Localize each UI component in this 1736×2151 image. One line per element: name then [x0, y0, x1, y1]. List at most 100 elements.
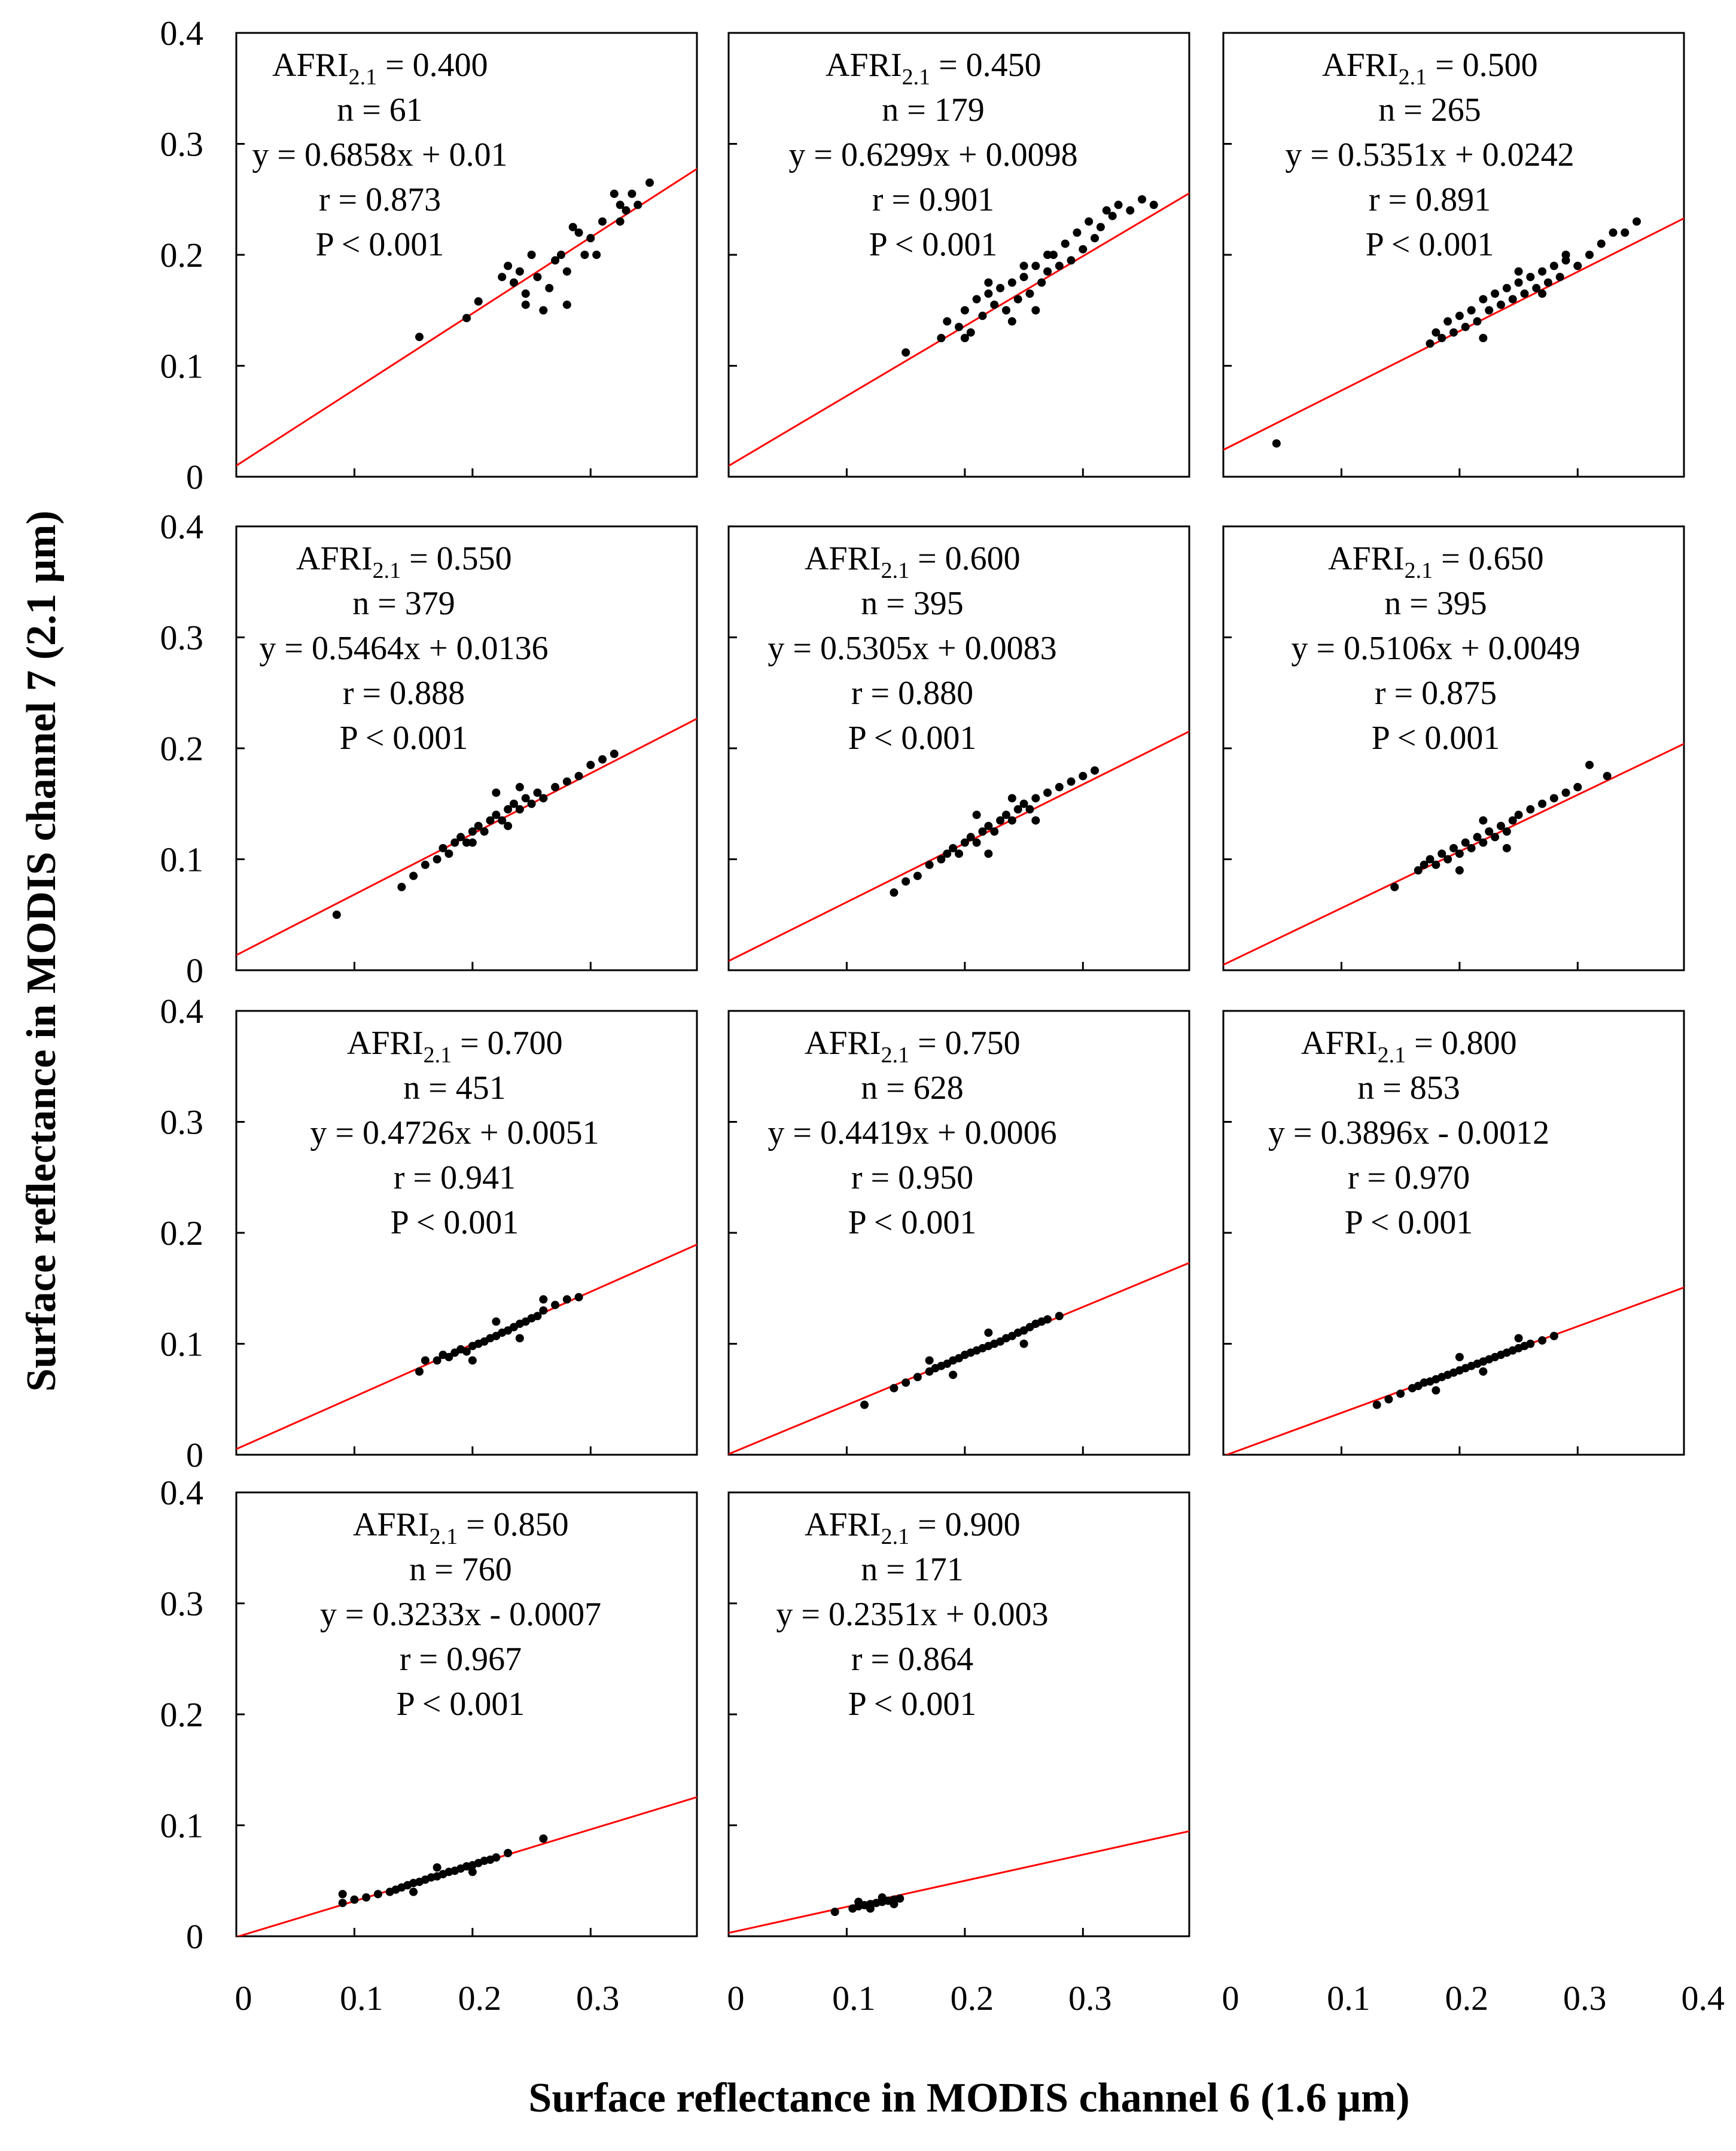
y-tick-label: 0.1: [160, 347, 204, 386]
regression-line: [236, 167, 697, 467]
data-point: [539, 306, 548, 315]
data-point: [480, 827, 489, 836]
data-point: [1079, 245, 1088, 254]
afri-label: AFRI2.1 = 0.600: [805, 540, 1021, 583]
p-value: P < 0.001: [316, 226, 444, 263]
x-tick-label: 0: [727, 1979, 745, 2018]
y-tick-label: 0.4: [160, 992, 204, 1031]
data-point: [984, 278, 993, 287]
data-point: [515, 805, 524, 814]
y-tick-label: 0: [186, 458, 203, 496]
data-point: [890, 1384, 899, 1393]
p-value: P < 0.001: [848, 720, 977, 757]
data-point: [1573, 261, 1582, 270]
data-point: [509, 799, 518, 808]
data-point: [574, 772, 583, 781]
data-point: [949, 1370, 958, 1379]
correlation-r: r = 0.901: [872, 181, 994, 218]
data-point: [901, 877, 910, 886]
data-point: [1007, 317, 1016, 326]
data-point: [562, 777, 571, 786]
p-value: P < 0.001: [848, 1204, 977, 1241]
data-point: [984, 849, 993, 858]
data-point: [598, 755, 607, 764]
data-point: [1549, 261, 1558, 270]
data-point: [504, 1848, 513, 1857]
y-tick-label: 0.1: [160, 1325, 204, 1364]
data-point: [1479, 1367, 1488, 1376]
data-point: [901, 1378, 910, 1387]
data-point: [1526, 273, 1535, 282]
correlation-r: r = 0.888: [343, 675, 465, 712]
correlation-r: r = 0.950: [851, 1159, 973, 1196]
data-point: [1573, 782, 1582, 791]
data-point: [515, 782, 524, 791]
data-point: [1538, 267, 1547, 276]
regression-equation: y = 0.2351x + 0.003: [776, 1596, 1048, 1633]
data-point: [1432, 860, 1440, 869]
data-point: [468, 827, 477, 836]
regression-equation: y = 0.5351x + 0.0242: [1285, 136, 1574, 173]
data-point: [362, 1893, 371, 1902]
panel-frame: [727, 525, 1190, 971]
data-point: [1272, 439, 1281, 448]
y-tick-label: 0: [186, 951, 203, 990]
sample-count: n = 395: [1384, 585, 1487, 622]
y-tick-label: 0.2: [160, 1695, 204, 1734]
data-point: [978, 312, 987, 321]
data-point: [438, 843, 447, 852]
data-point: [527, 799, 536, 808]
data-point: [421, 860, 430, 869]
regression-equation: y = 0.6299x + 0.0098: [788, 136, 1077, 173]
data-point: [1437, 849, 1446, 858]
data-point: [1520, 289, 1529, 298]
data-point: [397, 882, 406, 891]
data-point: [1496, 821, 1505, 830]
data-point: [539, 1295, 548, 1304]
data-point: [966, 328, 975, 337]
data-point: [492, 811, 501, 819]
x-tick-label: 0.2: [951, 1979, 994, 2018]
data-point: [504, 261, 513, 270]
data-point: [1061, 239, 1070, 248]
data-point: [1025, 289, 1034, 298]
panel-frame: [727, 32, 1190, 478]
afri-label: AFRI2.1 = 0.450: [826, 47, 1041, 90]
data-point: [996, 816, 1005, 825]
data-point: [1031, 794, 1040, 803]
afri-label: AFRI2.1 = 0.750: [805, 1025, 1021, 1068]
data-point: [1555, 273, 1564, 282]
data-point: [1055, 1312, 1064, 1321]
data-point: [1007, 816, 1016, 825]
p-value: P < 0.001: [391, 1204, 519, 1241]
y-tick-label: 0.2: [160, 236, 204, 275]
data-point: [492, 1317, 501, 1326]
data-point: [1091, 234, 1100, 243]
y-tick-label: 0.1: [160, 1806, 204, 1845]
data-point: [1526, 1339, 1535, 1348]
regression-equation: y = 0.5305x + 0.0083: [768, 630, 1056, 667]
sample-count: n = 379: [352, 585, 455, 622]
regression-line: [729, 1830, 1189, 1934]
correlation-r: r = 0.880: [851, 675, 973, 712]
data-point: [1473, 317, 1482, 326]
data-point: [444, 849, 453, 858]
data-point: [1508, 816, 1517, 825]
sample-count: n = 760: [409, 1551, 512, 1588]
data-point: [878, 1893, 887, 1902]
data-point: [1001, 811, 1010, 819]
data-point: [474, 297, 483, 306]
data-point: [1485, 306, 1494, 315]
data-point: [634, 200, 642, 209]
data-point: [1372, 1400, 1381, 1409]
data-point: [972, 295, 981, 304]
data-point: [468, 838, 477, 847]
data-point: [1532, 284, 1541, 293]
data-point: [498, 816, 507, 825]
data-point: [925, 1356, 934, 1365]
